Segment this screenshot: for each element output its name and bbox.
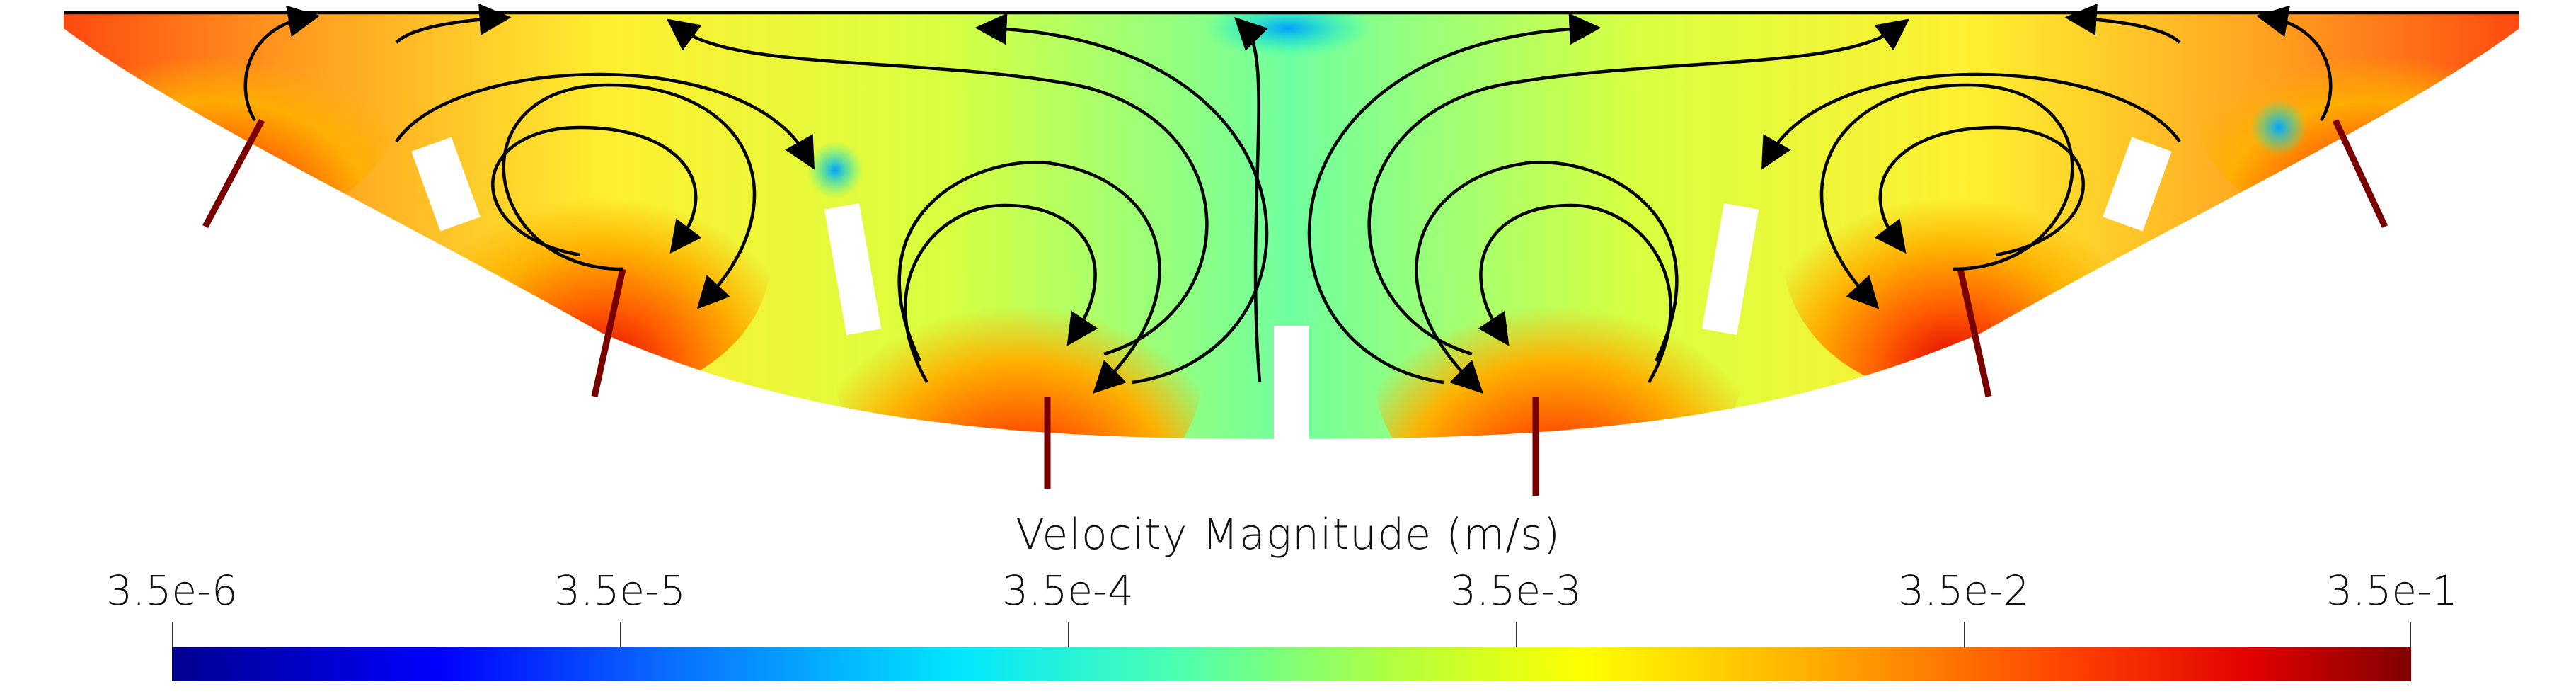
streamline-3 (491, 125, 702, 257)
colorbar-tick-label: 3.5e-4 (1002, 567, 1134, 615)
streamline-13 (1367, 18, 1910, 356)
colorbar-tick-mark (2410, 622, 2411, 650)
colorbar-tick-label: 3.5e-2 (1898, 567, 2030, 615)
colorbar-tick-mark (172, 622, 173, 650)
colorbar-tick-label: 3.5e-5 (554, 567, 686, 615)
flow-domain (64, 13, 2519, 439)
inlet-pipes (202, 118, 2388, 496)
colorbar-gradient (172, 647, 2411, 681)
streamline-15 (1874, 125, 2085, 257)
streamlines (64, 4, 2519, 394)
streamline-18 (2255, 5, 2333, 122)
colorbar-tick-mark (1964, 622, 1965, 650)
streamline-11 (1478, 203, 1672, 384)
colorbar-title: Velocity Magnitude (m/s) (1015, 510, 1561, 559)
inlet-pipe-2 (591, 268, 626, 397)
colorbar-tick-label: 3.5e-1 (2326, 567, 2458, 615)
colorbar-tick-label: 3.5e-3 (1450, 567, 1582, 615)
streamline-7 (897, 160, 1161, 394)
colorbar-tick-mark (620, 622, 621, 650)
velocity-field-figure (64, 4, 2519, 496)
streamline-4 (502, 83, 757, 309)
colorbar: Velocity Magnitude (m/s) 3.5e-6 3.5e-5 3… (0, 496, 2576, 694)
inlet-pipe-1 (202, 118, 265, 229)
inlet-pipe-6 (2332, 119, 2388, 228)
streamline-17 (1761, 72, 2181, 170)
streamline-9 (974, 13, 1269, 385)
streamline-8 (666, 18, 1209, 356)
streamline-6 (904, 203, 1098, 384)
colorbar-tick-mark (1516, 622, 1517, 650)
streamline-5 (395, 72, 815, 170)
streamline-2 (395, 4, 512, 44)
streamline-10 (1234, 17, 1268, 383)
inlet-pipe-5 (1957, 268, 1992, 397)
streamline-14 (1307, 13, 1602, 385)
streamline-16 (1819, 83, 2074, 309)
streamline-19 (2064, 4, 2181, 44)
colorbar-tick-label: 3.5e-6 (106, 567, 238, 615)
streamline-1 (243, 5, 321, 122)
streamline-12 (1415, 160, 1679, 394)
colorbar-tick-mark (1068, 622, 1069, 650)
